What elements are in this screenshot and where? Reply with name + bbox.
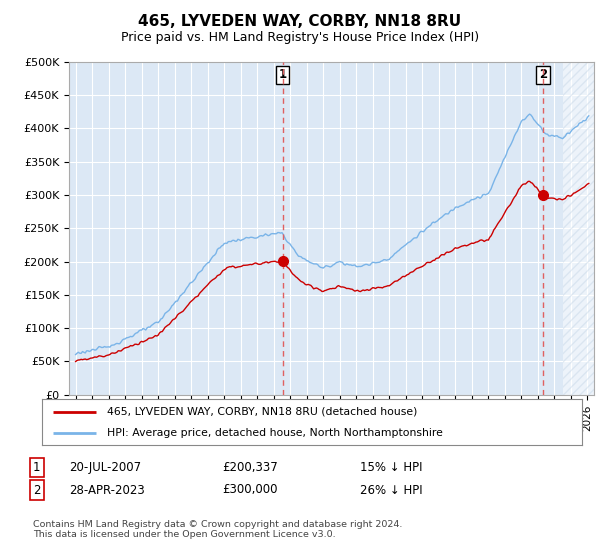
Text: HPI: Average price, detached house, North Northamptonshire: HPI: Average price, detached house, Nort… [107,428,443,438]
Text: 465, LYVEDEN WAY, CORBY, NN18 8RU (detached house): 465, LYVEDEN WAY, CORBY, NN18 8RU (detac… [107,407,417,417]
Text: 2: 2 [33,483,41,497]
Text: 20-JUL-2007: 20-JUL-2007 [69,461,141,474]
Text: 465, LYVEDEN WAY, CORBY, NN18 8RU: 465, LYVEDEN WAY, CORBY, NN18 8RU [139,14,461,29]
Text: 1: 1 [278,68,287,81]
Text: Contains HM Land Registry data © Crown copyright and database right 2024.
This d: Contains HM Land Registry data © Crown c… [33,520,403,539]
Text: £300,000: £300,000 [222,483,277,497]
Text: 15% ↓ HPI: 15% ↓ HPI [360,461,422,474]
Text: 2: 2 [539,68,547,81]
Text: 28-APR-2023: 28-APR-2023 [69,483,145,497]
Text: 26% ↓ HPI: 26% ↓ HPI [360,483,422,497]
Text: 1: 1 [33,461,41,474]
Text: Price paid vs. HM Land Registry's House Price Index (HPI): Price paid vs. HM Land Registry's House … [121,31,479,44]
Bar [563,62,594,395]
Text: £200,337: £200,337 [222,461,278,474]
